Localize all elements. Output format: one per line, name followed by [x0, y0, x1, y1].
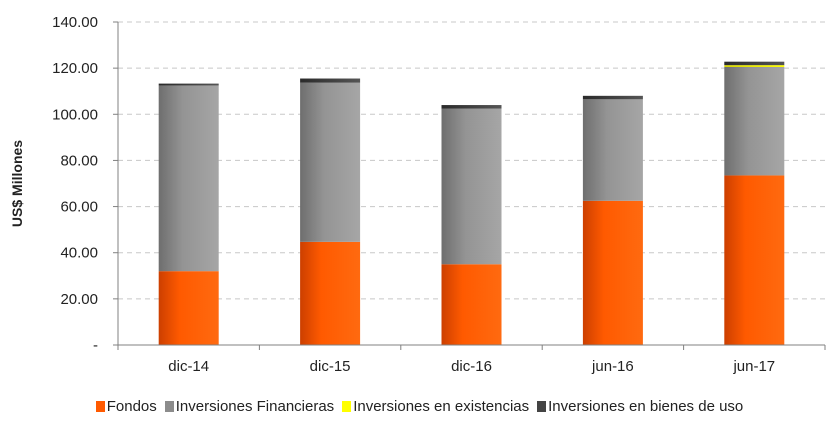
y-axis-ticks: - 20.00 40.00 60.00 80.00 100.00 120.00 140.00	[52, 14, 118, 354]
bar-segment-inversiones-financieras	[582, 99, 643, 201]
bar-segment-fondos	[724, 175, 785, 345]
legend-label: Inversiones Financieras	[175, 398, 335, 415]
legend-item: Fondos	[95, 398, 157, 415]
bar-segment-inversiones-en-bienes-de-uso	[158, 83, 219, 86]
bar-segment-inversiones-financieras	[158, 85, 219, 272]
bar-segment-fondos	[158, 271, 219, 345]
bar-segment-fondos	[441, 264, 502, 345]
x-tick-label: dic-16	[451, 358, 492, 375]
legend-swatch	[342, 401, 352, 412]
x-tick-label: jun-17	[732, 358, 775, 375]
y-tick-label: 40.00	[60, 245, 98, 262]
y-axis-label: US$ Millones	[9, 140, 25, 227]
legend-swatch	[95, 401, 105, 412]
bar-segment-inversiones-financieras	[300, 82, 361, 242]
bars	[158, 61, 785, 345]
y-tick-label: 120.00	[52, 60, 98, 77]
y-tick-label: -	[93, 337, 98, 354]
legend-item: Inversiones en existencias	[342, 398, 529, 415]
y-tick-label: 140.00	[52, 14, 98, 31]
x-axis-ticks: dic-14 dic-15 dic-16 jun-16 jun-17	[117, 345, 826, 375]
legend-item: Inversiones en bienes de uso	[537, 398, 743, 415]
legend-label: Fondos	[106, 398, 157, 415]
bar-segment-inversiones-financieras	[724, 66, 785, 176]
bar-segment-inversiones-en-bienes-de-uso	[724, 61, 785, 66]
legend: Fondos Inversiones Financieras Inversiones…	[0, 398, 839, 415]
x-tick-label: dic-15	[310, 358, 351, 375]
y-tick-label: 60.00	[60, 199, 98, 216]
bar-segment-inversiones-en-bienes-de-uso	[300, 78, 361, 83]
bar-segment-inversiones-en-existencias	[724, 65, 785, 67]
legend-swatch	[164, 401, 174, 412]
y-tick-label: 80.00	[60, 152, 98, 169]
bar-segment-inversiones-en-bienes-de-uso	[582, 95, 643, 100]
y-tick-label: 20.00	[60, 291, 98, 308]
legend-label: Inversiones en existencias	[353, 398, 530, 415]
bar-segment-inversiones-financieras	[441, 108, 502, 265]
legend-label: Inversiones en bienes de uso	[548, 398, 744, 415]
x-tick-label: jun-16	[591, 358, 634, 375]
bar-segment-fondos	[300, 241, 361, 345]
x-tick-label: dic-14	[168, 358, 209, 375]
legend-swatch	[537, 401, 547, 412]
bar-segment-fondos	[582, 200, 643, 345]
y-tick-label: 100.00	[52, 106, 98, 123]
legend-item: Inversiones Financieras	[164, 398, 335, 415]
bar-segment-inversiones-en-bienes-de-uso	[441, 105, 502, 109]
